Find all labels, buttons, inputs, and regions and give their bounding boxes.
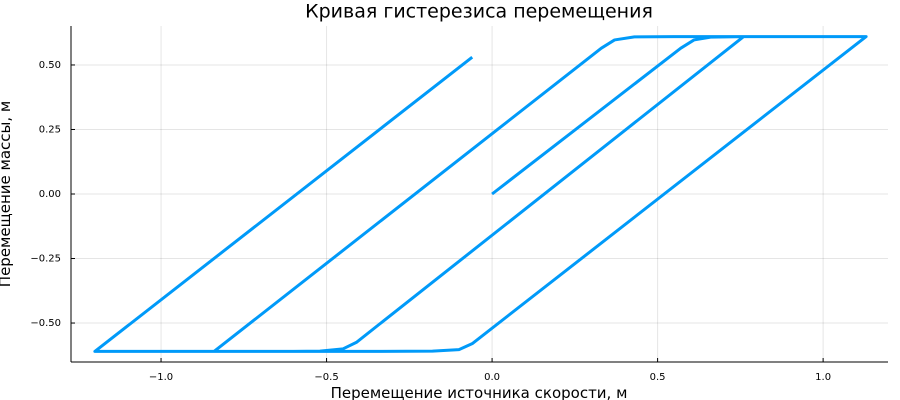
y-tick-label: −0.25 [30,254,61,265]
x-tick-label: −0.5 [314,372,338,383]
x-tick-label: −1.0 [149,372,173,383]
chart-title: Кривая гистерезиса перемещения [305,1,653,23]
y-tick-label: 0.50 [39,60,61,71]
y-axis-label: Перемещение массы, м [0,101,14,287]
x-tick-label: 0.0 [484,372,500,383]
data-line [93,35,868,353]
x-tick-label: 1.0 [815,372,831,383]
y-tick-label: −0.50 [30,318,61,329]
y-tick-label: 0.00 [39,189,61,200]
y-tick-label: 0.25 [39,124,61,135]
x-tick-label: 0.5 [650,372,666,383]
x-axis-label: Перемещение источника скорости, м [331,384,628,400]
